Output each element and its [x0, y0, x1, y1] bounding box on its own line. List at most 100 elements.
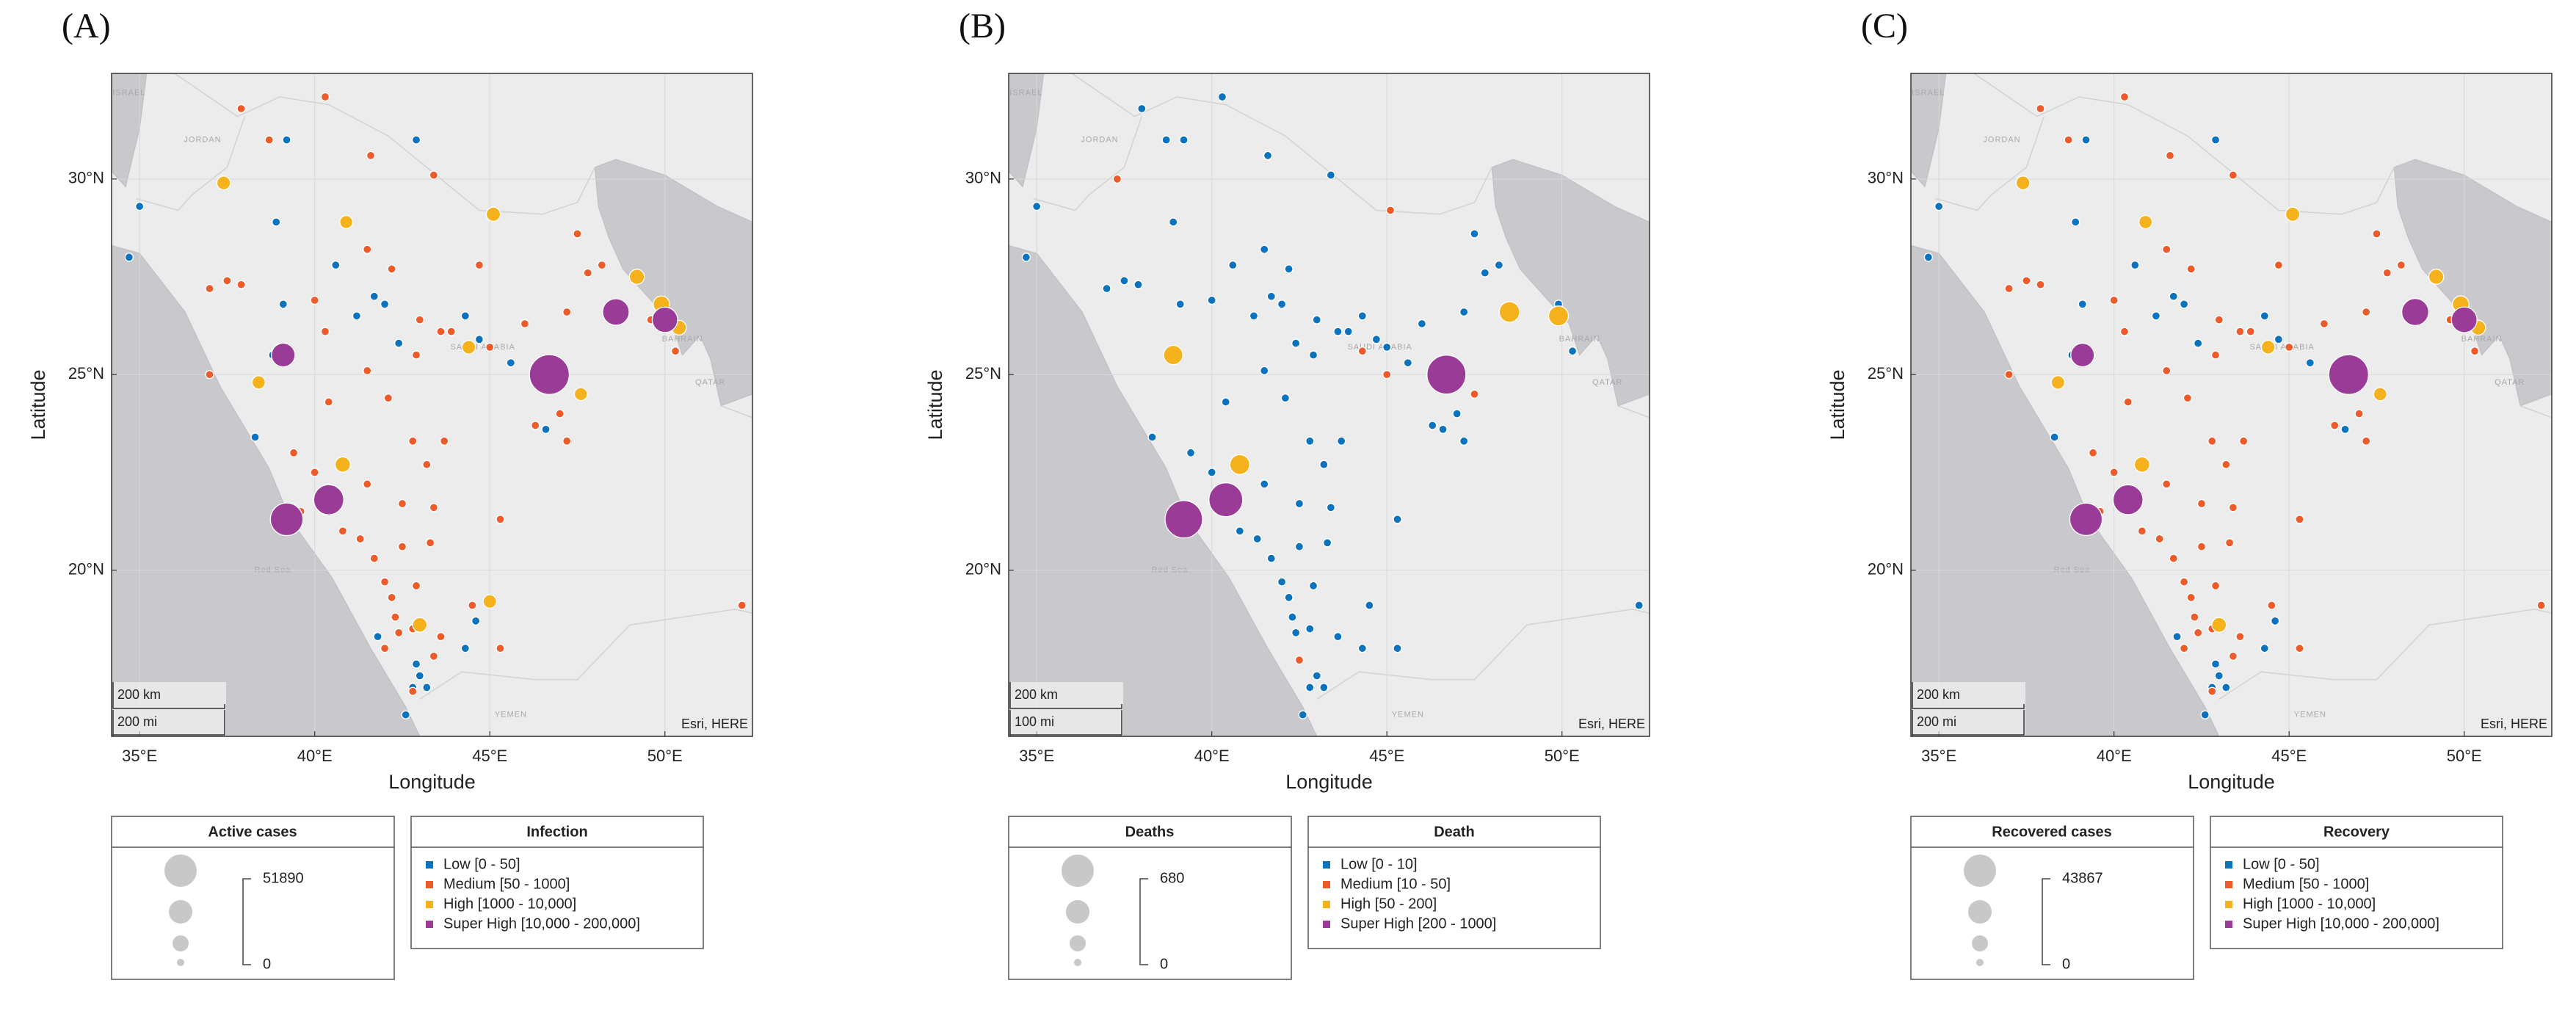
- point: [425, 538, 435, 548]
- x-tick-label: 40°E: [1194, 747, 1230, 765]
- point: [1229, 454, 1251, 475]
- point: [313, 484, 344, 515]
- point: [2305, 358, 2315, 368]
- water: [2393, 159, 2552, 407]
- map-label: BAHRAIN: [2461, 335, 2503, 344]
- point: [2172, 632, 2182, 642]
- point: [251, 375, 266, 390]
- point: [2210, 350, 2221, 360]
- point: [1235, 526, 1245, 536]
- point: [2239, 436, 2249, 446]
- point: [236, 104, 246, 114]
- point: [272, 217, 281, 227]
- x-tick-label: 35°E: [1921, 747, 1956, 765]
- scale-label: 100 mi: [1015, 714, 1054, 729]
- point: [1337, 436, 1346, 446]
- border: [1617, 405, 1650, 418]
- legend-entry: Medium [50 - 1000]: [443, 876, 570, 892]
- point: [415, 315, 424, 324]
- y-axis-label: Latitude: [1826, 369, 1848, 440]
- scale-label: 200 km: [117, 687, 161, 702]
- point: [2109, 295, 2119, 305]
- point: [1333, 327, 1343, 336]
- point: [2274, 260, 2284, 270]
- point: [2362, 307, 2371, 317]
- point: [2194, 338, 2203, 348]
- point: [369, 291, 379, 301]
- point: [2130, 260, 2140, 270]
- point: [380, 300, 390, 309]
- point: [1294, 542, 1305, 551]
- size-legend-circle: [1968, 900, 1992, 924]
- point: [222, 276, 232, 286]
- point: [1548, 305, 1570, 327]
- point: [2267, 601, 2276, 610]
- water: [594, 159, 752, 407]
- size-legend-circle: [1066, 900, 1089, 924]
- size-legend-max: 43867: [2062, 870, 2103, 886]
- point: [380, 643, 390, 653]
- point: [2401, 297, 2429, 326]
- point: [1385, 206, 1396, 215]
- point: [2119, 92, 2130, 102]
- point: [2162, 244, 2172, 254]
- point: [363, 366, 372, 376]
- point: [1147, 432, 1157, 442]
- point: [2050, 432, 2059, 442]
- size-legend-circle: [1062, 855, 1094, 887]
- point: [440, 436, 449, 446]
- point: [1357, 643, 1367, 653]
- point: [1294, 498, 1305, 509]
- point: [2428, 269, 2445, 285]
- scale-bar: [1912, 682, 2025, 709]
- legend-swatch: [1323, 921, 1330, 928]
- point: [2260, 339, 2276, 355]
- size-legend-min: 0: [1160, 956, 1168, 972]
- point: [1305, 436, 1315, 446]
- point: [1393, 643, 1402, 653]
- x-axis-label: Longitude: [1285, 771, 1373, 793]
- point: [236, 280, 246, 289]
- size-legend-circle: [1972, 935, 1988, 951]
- y-tick-label: 20°N: [965, 559, 1001, 578]
- point: [1567, 347, 1578, 356]
- size-legend-box: [1008, 816, 1292, 980]
- point: [1277, 300, 1287, 309]
- point: [1164, 500, 1203, 539]
- point: [1298, 710, 1307, 719]
- point: [2196, 542, 2207, 551]
- x-axis-label: Longitude: [2188, 771, 2275, 793]
- point: [205, 283, 214, 294]
- map-label: QATAR: [2495, 378, 2525, 387]
- scale-label: 200 mi: [117, 714, 157, 729]
- point: [411, 659, 421, 669]
- point: [363, 244, 372, 254]
- point: [2078, 300, 2087, 309]
- point: [1923, 253, 1934, 262]
- point: [1266, 291, 1276, 301]
- point: [520, 319, 530, 329]
- scale-bar-bg: [112, 682, 226, 736]
- point: [485, 342, 495, 352]
- point: [394, 628, 404, 637]
- point: [2235, 327, 2245, 336]
- point: [471, 616, 481, 625]
- size-legend-circle: [1074, 959, 1081, 966]
- x-tick-label: 35°E: [122, 747, 157, 765]
- point: [1470, 229, 1479, 239]
- legend-title: Recovery: [2323, 824, 2390, 840]
- point: [429, 170, 439, 180]
- map-label: ISRAEL: [112, 89, 145, 98]
- legend-entry: Super High [200 - 1000]: [1340, 915, 1496, 932]
- point: [2036, 104, 2045, 114]
- point: [2165, 151, 2175, 161]
- point: [1371, 335, 1382, 344]
- point: [485, 206, 501, 222]
- point: [269, 502, 304, 537]
- point: [1277, 577, 1287, 587]
- point: [391, 612, 400, 622]
- point: [474, 260, 485, 270]
- point: [2319, 319, 2329, 329]
